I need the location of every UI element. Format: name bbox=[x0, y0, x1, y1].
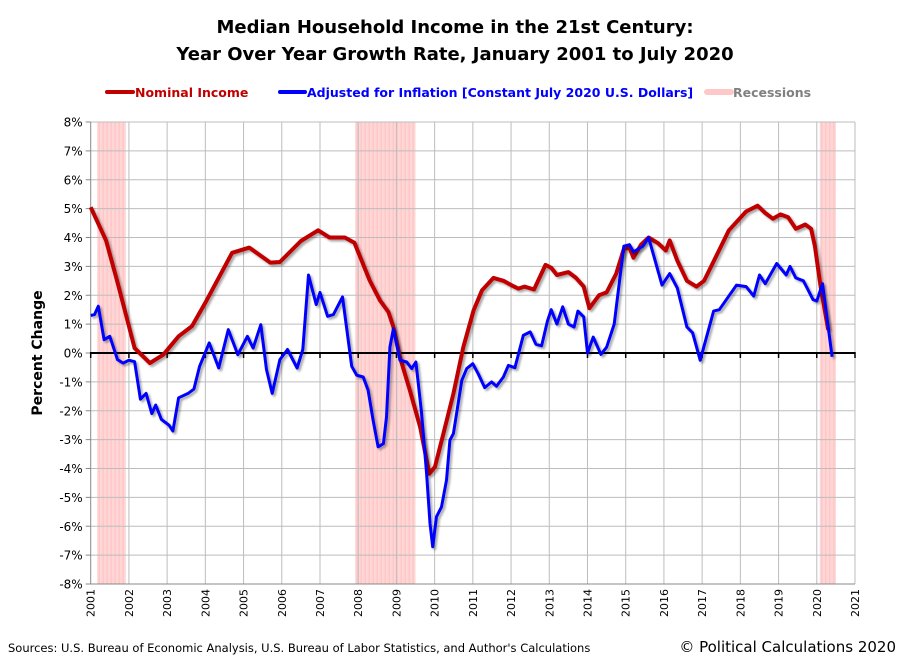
y-tick-label: -2% bbox=[59, 404, 82, 418]
y-tick-label: 7% bbox=[64, 144, 83, 158]
legend: Nominal Income Adjusted for Inflation [Co… bbox=[105, 85, 811, 100]
x-tick-label: 2016 bbox=[658, 589, 671, 617]
x-tick-label: 2019 bbox=[773, 589, 786, 617]
x-tick-label: 2002 bbox=[123, 589, 136, 617]
legend-label: Recessions bbox=[733, 85, 811, 100]
y-tick-label: -8% bbox=[59, 578, 82, 592]
x-tick-label: 2015 bbox=[620, 589, 633, 617]
axes: 8% 7% 6% 5% 4% 3% 2% 1% 0% -1% -2% -3% -4% -5% -6% -7% -… bbox=[59, 116, 862, 618]
y-tick-label: -6% bbox=[59, 520, 82, 534]
y-tick-label: 2% bbox=[64, 289, 83, 303]
y-tick-label: 8% bbox=[64, 116, 83, 130]
x-tick-label: 2003 bbox=[161, 589, 174, 617]
y-tick-label: 5% bbox=[64, 202, 83, 216]
x-tick-label: 2006 bbox=[276, 589, 289, 617]
legend-label: Nominal Income bbox=[135, 85, 248, 100]
sources-note: Sources: U.S. Bureau of Economic Analysi… bbox=[8, 641, 590, 655]
inflation-adjusted-line bbox=[90, 236, 834, 549]
x-tick-label: 2009 bbox=[390, 589, 403, 617]
x-tick-label: 2007 bbox=[314, 589, 327, 617]
chart-title-line-2: Year Over Year Growth Rate, January 2001… bbox=[175, 44, 733, 65]
x-tick-label: 2020 bbox=[811, 589, 824, 617]
x-tick-label: 2021 bbox=[849, 589, 862, 617]
x-tick-label: 2001 bbox=[85, 589, 98, 617]
x-tick-label: 2005 bbox=[238, 589, 251, 617]
y-tick-label: 0% bbox=[64, 347, 83, 361]
x-tick-label: 2008 bbox=[352, 589, 365, 617]
x-tick-label: 2012 bbox=[505, 589, 518, 617]
x-tick-label: 2013 bbox=[543, 589, 556, 617]
y-axis-label: Percent Change bbox=[30, 290, 46, 415]
y-tick-label: 3% bbox=[64, 260, 83, 274]
x-tick-label: 2018 bbox=[734, 589, 747, 617]
nominal-income-line bbox=[88, 203, 831, 476]
x-tick-label: 2004 bbox=[199, 589, 212, 617]
gridlines bbox=[90, 121, 856, 585]
chart-title-line-1: Median Household Income in the 21st Cent… bbox=[216, 17, 693, 38]
copyright: © Political Calculations 2020 bbox=[679, 638, 896, 656]
x-tick-label: 2010 bbox=[429, 589, 442, 617]
legend-label: Adjusted for Inflation [Constant July 20… bbox=[307, 85, 693, 100]
x-tick-label: 2014 bbox=[581, 589, 594, 617]
y-tick-label: 4% bbox=[64, 231, 83, 245]
y-tick-label: -5% bbox=[59, 491, 82, 505]
y-tick-label: -7% bbox=[59, 549, 82, 563]
series-lines bbox=[88, 203, 834, 549]
x-tick-label: 2011 bbox=[467, 589, 480, 617]
y-tick-label: -1% bbox=[59, 375, 82, 389]
x-tick-label: 2017 bbox=[696, 589, 709, 617]
y-tick-label: -3% bbox=[59, 433, 82, 447]
y-tick-label: -4% bbox=[59, 462, 82, 476]
y-tick-label: 1% bbox=[64, 318, 83, 332]
y-tick-label: 6% bbox=[64, 173, 83, 187]
